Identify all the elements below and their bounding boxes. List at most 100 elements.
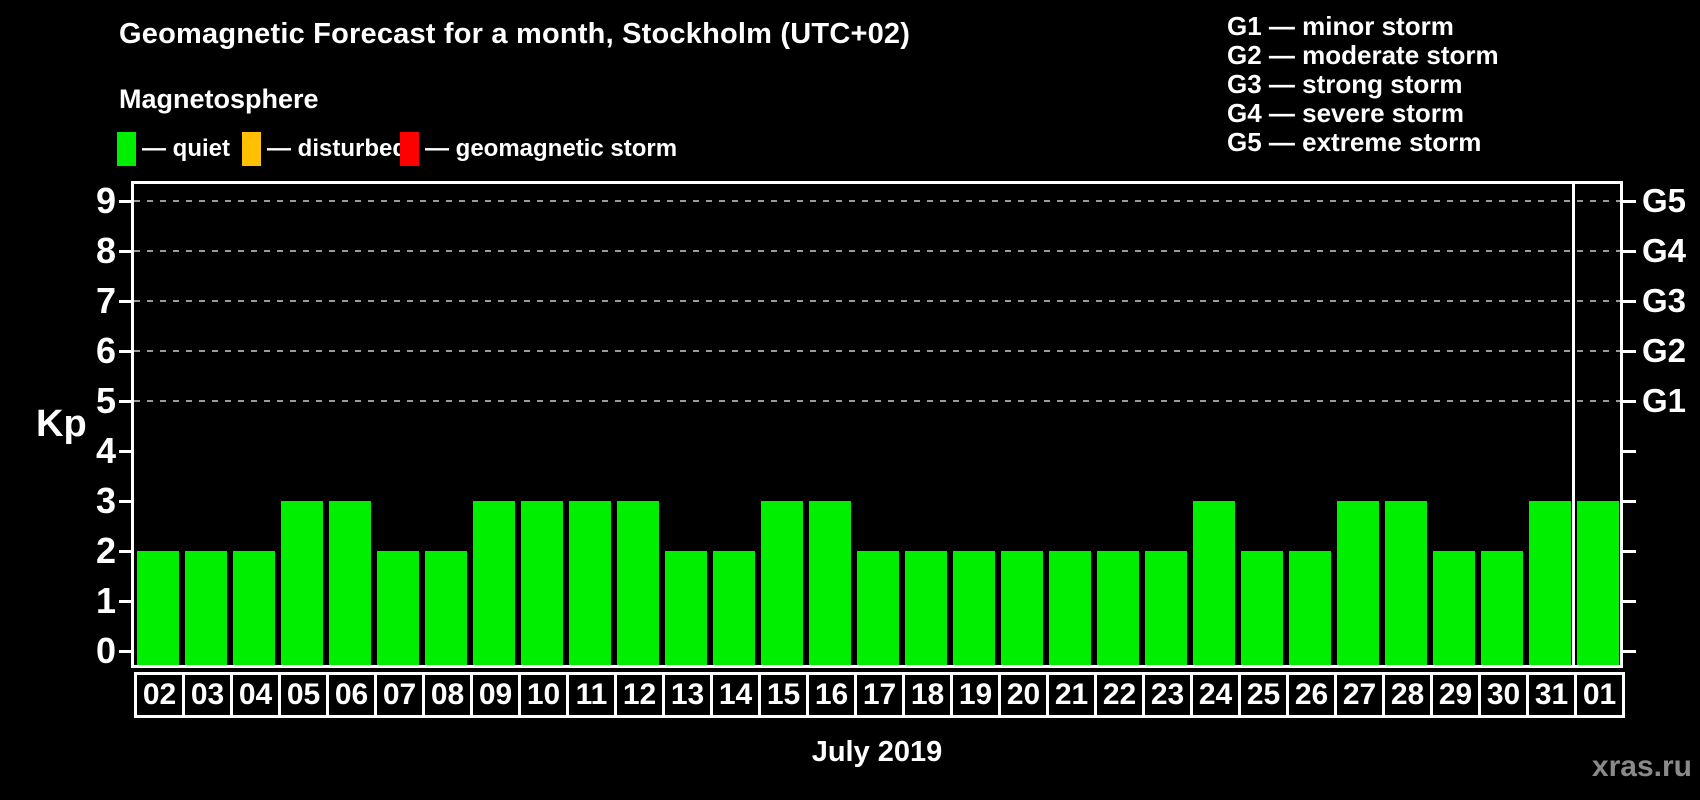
right-axis-label-g5: G5 — [1642, 182, 1687, 219]
x-axis-day-label: 17 — [854, 672, 905, 718]
x-axis-day-label: 20 — [998, 672, 1049, 718]
right-axis-label-g3: G3 — [1642, 282, 1687, 319]
magnetosphere-heading: Magnetosphere — [119, 84, 319, 114]
storm-scale-line: G5 — extreme storm — [1227, 127, 1482, 157]
x-axis-day-label: 28 — [1382, 672, 1433, 718]
y-axis-tick-right-5 — [1623, 399, 1636, 403]
quiet-label: — quiet — [142, 135, 230, 162]
y-axis-label-1: 1 — [95, 580, 116, 621]
y-axis-label-8: 8 — [95, 230, 116, 271]
bar-day-19 — [953, 551, 995, 665]
y-axis-label-7: 7 — [95, 280, 116, 321]
storm-scale-line: G1 — minor storm — [1227, 11, 1454, 41]
x-axis-day-label: 22 — [1094, 672, 1145, 718]
bar-day-09 — [473, 501, 515, 665]
bar-day-16 — [809, 501, 851, 665]
storm-scale-line: G2 — moderate storm — [1227, 40, 1499, 70]
bar-day-27 — [1337, 501, 1379, 665]
bar-day-26 — [1289, 551, 1331, 665]
gridline-kp6 — [134, 350, 1620, 352]
bar-day-22 — [1097, 551, 1139, 665]
x-axis-day-label: 05 — [278, 672, 329, 718]
y-axis-title: Kp — [36, 403, 87, 445]
y-axis-label-6: 6 — [95, 330, 116, 371]
y-axis-tick-left-2 — [119, 549, 131, 553]
bar-day-24 — [1193, 501, 1235, 665]
bar-day-06 — [329, 501, 371, 665]
storm-scale-legend: G1 — minor storm G2 — moderate storm G3 — … — [1227, 12, 1499, 157]
x-axis-day-label: 30 — [1478, 672, 1529, 718]
month-separator-line — [1572, 184, 1575, 665]
x-axis-day-label: 02 — [134, 672, 185, 718]
bar-day-02 — [137, 551, 179, 665]
gridline-kp5 — [134, 400, 1620, 402]
right-axis-label-g1: G1 — [1642, 382, 1687, 419]
y-axis-tick-left-4 — [119, 449, 131, 453]
bar-day-04 — [233, 551, 275, 665]
x-axis-day-label: 10 — [518, 672, 569, 718]
y-axis-tick-right-0 — [1623, 649, 1636, 653]
x-axis-day-label: 09 — [470, 672, 521, 718]
y-axis-tick-left-7 — [119, 299, 131, 303]
bar-day-05 — [281, 501, 323, 665]
x-axis-day-label: 07 — [374, 672, 425, 718]
y-axis-tick-left-1 — [119, 599, 131, 603]
x-axis-day-label: 03 — [182, 672, 233, 718]
x-axis-day-label: 13 — [662, 672, 713, 718]
bar-day-25 — [1241, 551, 1283, 665]
x-axis-day-label: 29 — [1430, 672, 1481, 718]
bar-day-03 — [185, 551, 227, 665]
x-axis-day-label: 27 — [1334, 672, 1385, 718]
y-axis-tick-right-9 — [1623, 199, 1636, 203]
bar-day-11 — [569, 501, 611, 665]
x-axis-day-labels: 02 03 04 05 06 07 08 09 10 11 12 13 14 15 16 17 18 19 20 21… — [0, 672, 1700, 718]
y-axis-tick-left-3 — [119, 499, 131, 503]
y-axis-tick-right-4 — [1623, 449, 1636, 453]
bar-day-30 — [1481, 551, 1523, 665]
bar-day-14 — [713, 551, 755, 665]
y-axis-label-4: 4 — [95, 430, 116, 471]
plot-area — [131, 181, 1623, 668]
bar-day-08 — [425, 551, 467, 665]
y-axis-tick-right-1 — [1623, 599, 1636, 603]
y-axis-label-2: 2 — [95, 530, 116, 571]
gridline-kp9 — [134, 200, 1620, 202]
bar-day-07 — [377, 551, 419, 665]
x-axis-day-label: 16 — [806, 672, 857, 718]
magnetosphere-legend: — quiet — disturbed — geomagnetic storm — [0, 132, 1700, 166]
bar-day-29 — [1433, 551, 1475, 665]
x-axis-day-label: 23 — [1142, 672, 1193, 718]
bar-day-31 — [1529, 501, 1571, 665]
bar-day-10 — [521, 501, 563, 665]
storm-scale-line: G4 — severe storm — [1227, 98, 1465, 128]
y-axis-label-9: 9 — [95, 180, 116, 221]
bar-day-13 — [665, 551, 707, 665]
disturbed-swatch — [242, 132, 261, 166]
x-axis-day-label: 06 — [326, 672, 377, 718]
bar-day-18 — [905, 551, 947, 665]
y-axis-tick-left-0 — [119, 649, 131, 653]
y-axis-tick-left-9 — [119, 199, 131, 203]
disturbed-label: — disturbed — [267, 135, 408, 162]
watermark: xras.ru — [1591, 750, 1692, 783]
bar-day-01 — [1577, 501, 1619, 665]
y-axis-tick-right-3 — [1623, 499, 1636, 503]
storm-scale-line: G3 — strong storm — [1227, 69, 1463, 99]
y-axis-tick-right-2 — [1623, 549, 1636, 553]
bar-day-20 — [1001, 551, 1043, 665]
x-axis-day-label: 01 — [1574, 672, 1625, 718]
bar-day-15 — [761, 501, 803, 665]
y-axis-tick-right-7 — [1623, 299, 1636, 303]
x-axis-day-label: 12 — [614, 672, 665, 718]
y-axis-label-3: 3 — [95, 480, 116, 521]
x-axis-day-label: 15 — [758, 672, 809, 718]
y-axis-tick-left-6 — [119, 349, 131, 353]
x-axis-day-label: 26 — [1286, 672, 1337, 718]
bar-day-17 — [857, 551, 899, 665]
bar-day-21 — [1049, 551, 1091, 665]
x-axis-day-label: 18 — [902, 672, 953, 718]
right-axis-label-g2: G2 — [1642, 332, 1687, 369]
x-axis-day-label: 31 — [1526, 672, 1577, 718]
page-title: Geomagnetic Forecast for a month, Stockh… — [119, 18, 911, 50]
